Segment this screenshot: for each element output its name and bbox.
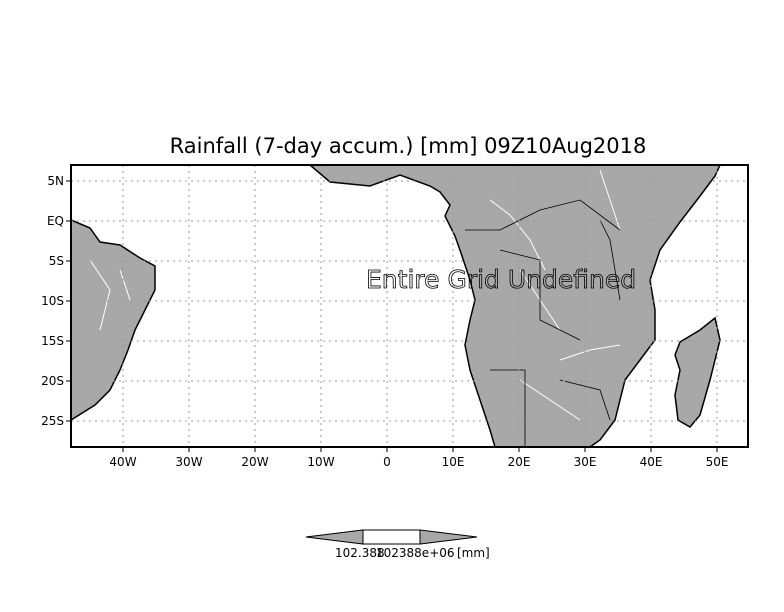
lon-label: 50E (706, 455, 729, 469)
land (70, 164, 722, 448)
lat-label: 25S (41, 414, 64, 428)
lon-label: 20W (241, 455, 268, 469)
colorbar-right-triangle (419, 529, 478, 545)
colorbar-label-right: 102388e+06 (376, 546, 455, 560)
colorbar-units: [mm] (457, 546, 490, 560)
gridlines (71, 165, 748, 447)
south-america-landmass (70, 218, 156, 422)
border-lines (465, 199, 621, 447)
colorbar-label-left: 102.388 (335, 546, 385, 560)
lon-label: 0 (383, 455, 391, 469)
colorbar: 102.388 102388e+06 [mm] (305, 529, 490, 560)
lat-label: 10S (41, 294, 64, 308)
lon-label: 20E (508, 455, 531, 469)
africa-landmass (307, 164, 722, 448)
lon-label: 40E (640, 455, 663, 469)
colorbar-left-triangle (305, 529, 364, 545)
madagascar (674, 316, 721, 428)
map-title: Rainfall (7-day accum.) [mm] 09Z10Aug201… (170, 134, 647, 158)
lon-label: 30E (574, 455, 597, 469)
lat-label: EQ (47, 214, 64, 228)
lat-label: 5S (49, 254, 64, 268)
undefined-grid-message: Entire Grid Undefined (366, 265, 636, 294)
lat-label: 15S (41, 334, 64, 348)
plot-frame (70, 164, 749, 448)
lon-label: 40W (109, 455, 136, 469)
lat-label: 20S (41, 374, 64, 388)
borders (465, 199, 621, 447)
lon-label: 30W (175, 455, 202, 469)
lon-label: 10E (442, 455, 465, 469)
lat-label: 5N (47, 174, 64, 188)
colorbar-segment (362, 529, 421, 545)
lon-label: 10W (307, 455, 334, 469)
